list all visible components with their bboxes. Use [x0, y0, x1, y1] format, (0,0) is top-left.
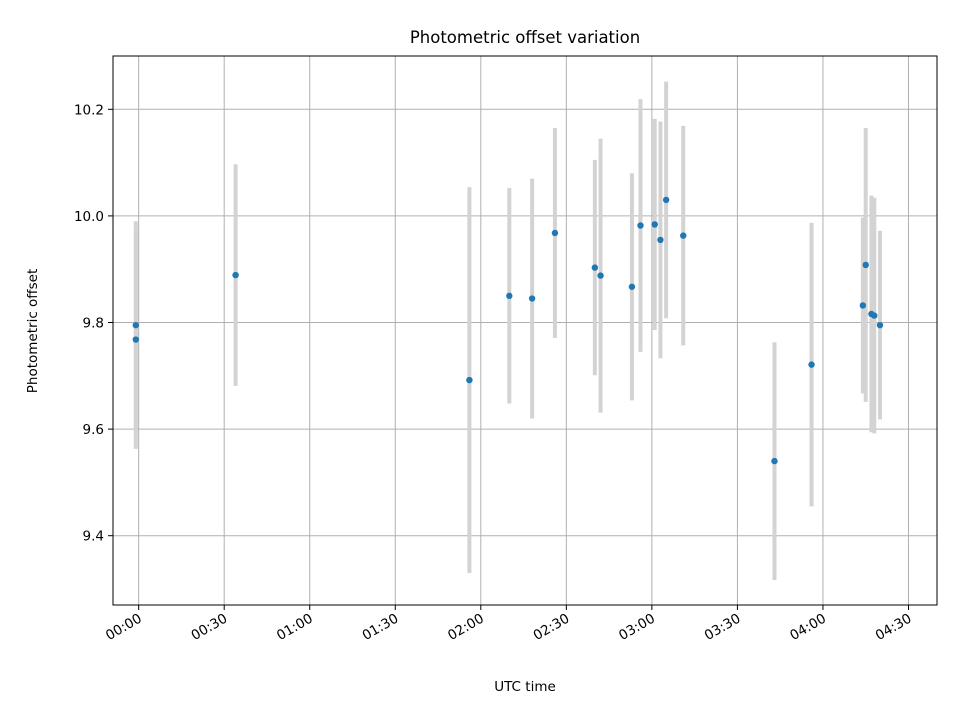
data-point — [232, 271, 239, 279]
data-point — [506, 292, 513, 300]
data-point — [771, 457, 778, 465]
data-point — [628, 283, 636, 290]
y-tick-label: 9.6 — [83, 422, 104, 438]
grid-layer — [113, 56, 937, 605]
data-point — [651, 221, 658, 228]
data-point — [551, 229, 559, 237]
y-tick-label: 10.2 — [74, 102, 104, 118]
data-point — [466, 376, 473, 384]
x-axis-label: UTC time — [494, 679, 556, 695]
data-point — [876, 321, 884, 329]
y-axis-label: Photometric offset — [25, 269, 41, 393]
point-layer — [132, 196, 884, 465]
data-point — [132, 336, 140, 343]
y-tick-label: 9.4 — [83, 529, 104, 545]
data-point — [680, 232, 687, 239]
data-point — [597, 272, 604, 279]
plot-frame — [112, 55, 938, 606]
y-tick-label: 9.8 — [83, 316, 104, 332]
data-point — [808, 361, 815, 368]
data-point — [637, 222, 644, 229]
data-point — [859, 302, 867, 309]
data-point — [662, 196, 670, 204]
data-point — [862, 261, 869, 269]
data-point — [528, 295, 536, 302]
data-point — [132, 321, 140, 329]
chart-title: Photometric offset variation — [410, 28, 640, 47]
y-tick-label: 10.0 — [74, 209, 104, 225]
data-point — [591, 264, 599, 271]
data-point — [871, 312, 878, 319]
data-point — [657, 236, 664, 244]
